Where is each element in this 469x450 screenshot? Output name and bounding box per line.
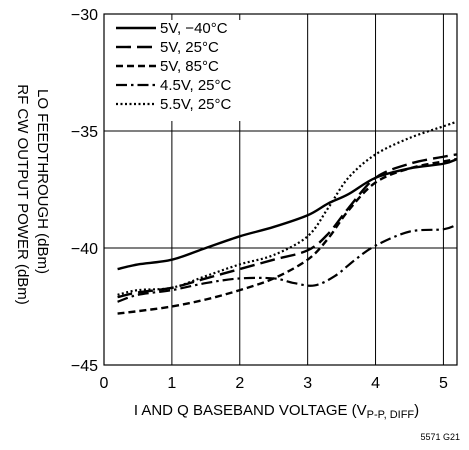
tick-labels: 0 1 2 3 4 5 −45 −40 −35 −30 bbox=[71, 7, 448, 392]
y-tick-label: −45 bbox=[71, 358, 98, 375]
x-tick-label: 3 bbox=[303, 375, 312, 392]
y-axis-label-outer: RF CW OUTPUT POWER (dBm) bbox=[14, 84, 31, 305]
x-axis-label-close: ) bbox=[414, 402, 419, 419]
figure-code: 5571 G21 bbox=[420, 432, 460, 442]
series-line-2 bbox=[117, 153, 457, 299]
series-line-5 bbox=[117, 120, 457, 296]
legend-label: 5V, 25°C bbox=[160, 39, 219, 56]
plot-frame bbox=[103, 13, 458, 366]
series-line-4 bbox=[117, 223, 457, 303]
x-axis-label-subscript: P-P, DIFF bbox=[367, 409, 415, 421]
y-tick-label: −30 bbox=[71, 7, 98, 24]
series-line-3 bbox=[117, 157, 457, 315]
legend-label: 5V, 85°C bbox=[160, 58, 219, 75]
x-tick-label: 4 bbox=[371, 375, 380, 392]
series-line-1 bbox=[117, 157, 457, 271]
legend-label: 5V, −40°C bbox=[160, 20, 228, 37]
y-tick-label: −35 bbox=[71, 124, 98, 141]
x-tick-label: 2 bbox=[235, 375, 244, 392]
x-tick-label: 0 bbox=[100, 375, 109, 392]
x-axis-label: I AND Q BASEBAND VOLTAGE (VP-P, DIFF) bbox=[134, 402, 419, 421]
legend-background bbox=[112, 20, 270, 121]
y-tick-label: −40 bbox=[71, 241, 98, 258]
legend: 5V, −40°C 5V, 25°C 5V, 85°C 4.5V, 25°C 5.5V,… bbox=[112, 20, 270, 121]
y-axis-label-inner: LO FEEDTHROUGH (dBm) bbox=[34, 89, 51, 274]
legend-label: 4.5V, 25°C bbox=[160, 77, 231, 94]
x-tick-label: 1 bbox=[167, 375, 176, 392]
series-layer bbox=[117, 120, 457, 315]
x-axis-label-main: I AND Q BASEBAND VOLTAGE (V bbox=[134, 402, 367, 419]
legend-label: 5.5V, 25°C bbox=[160, 96, 231, 113]
x-tick-label: 5 bbox=[439, 375, 448, 392]
